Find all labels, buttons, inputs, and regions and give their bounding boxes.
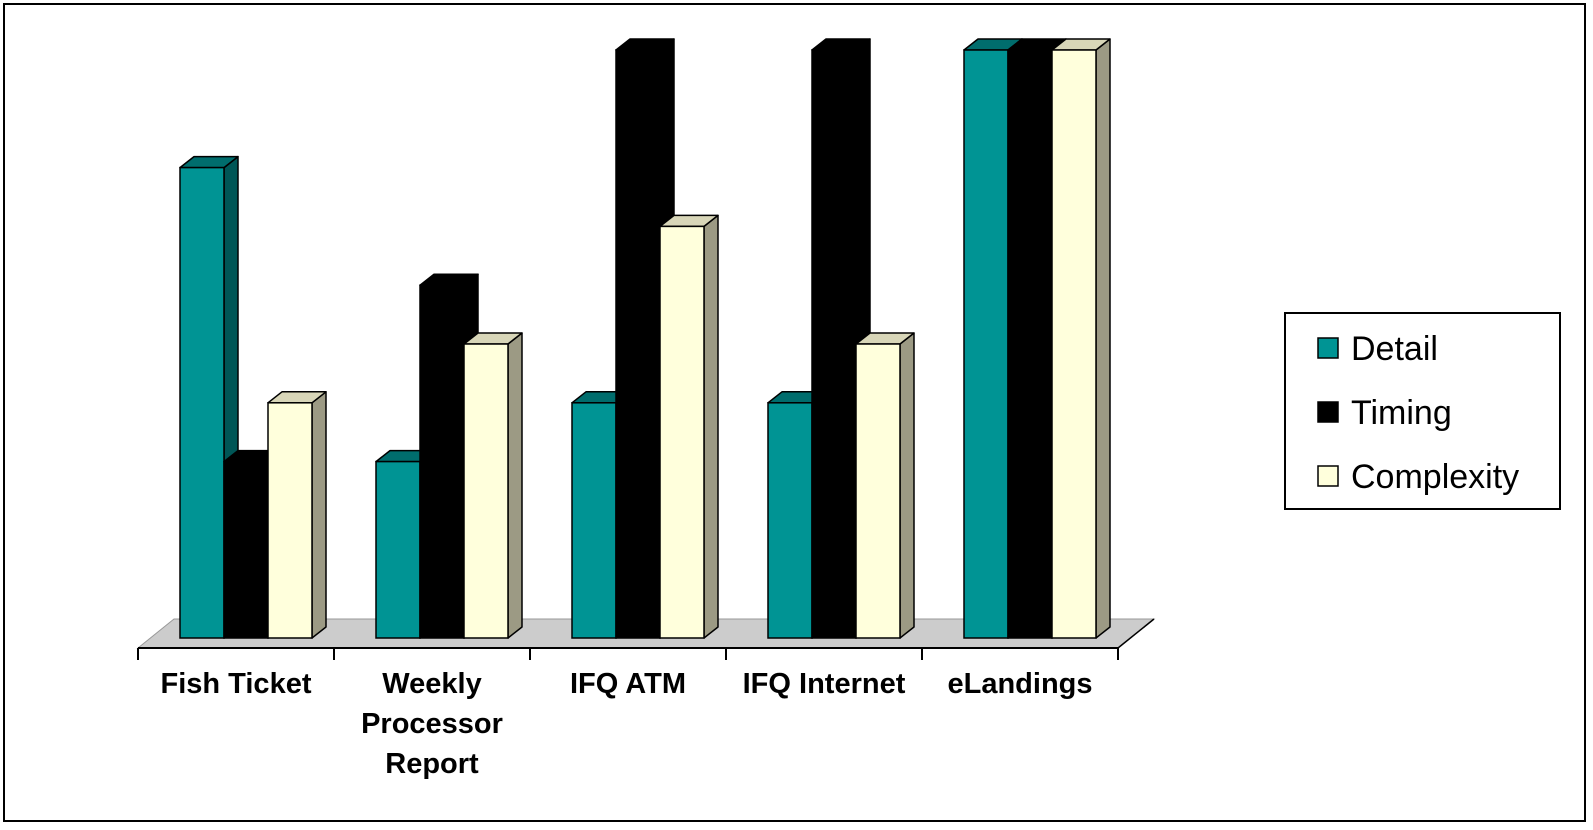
category-label-weekly-processor-report: Weekly [382, 668, 481, 700]
category-label-elandings: eLandings [947, 668, 1092, 700]
legend: Detail Timing Complexity [1284, 312, 1561, 510]
category-label-ifq-internet: IFQ Internet [743, 668, 906, 700]
category-labels: Fish Ticket Weekly Processor Report IFQ ATM I… [161, 668, 1093, 780]
legend-swatch-detail [1317, 337, 1339, 359]
category-label-weekly-processor-report: Processor [361, 708, 503, 740]
bar-complexity-ifq-internet [855, 332, 915, 639]
legend-swatch-complexity [1317, 465, 1339, 487]
bars [179, 38, 1111, 639]
floor-edge [1117, 618, 1155, 649]
bar-complexity-weekly-processor-report [463, 332, 523, 639]
bar-complexity-elandings [1051, 38, 1111, 639]
legend-swatch-timing [1317, 401, 1339, 423]
bar-complexity-fish-ticket [267, 391, 327, 639]
category-label-ifq-atm: IFQ ATM [570, 668, 686, 700]
legend-label-detail: Detail [1351, 330, 1438, 368]
bar-complexity-ifq-atm [659, 214, 719, 639]
x-axis [137, 618, 1155, 660]
category-label-fish-ticket: Fish Ticket [161, 668, 312, 700]
legend-label-timing: Timing [1351, 394, 1452, 432]
category-label-weekly-processor-report: Report [385, 748, 479, 780]
legend-label-complexity: Complexity [1351, 458, 1519, 496]
